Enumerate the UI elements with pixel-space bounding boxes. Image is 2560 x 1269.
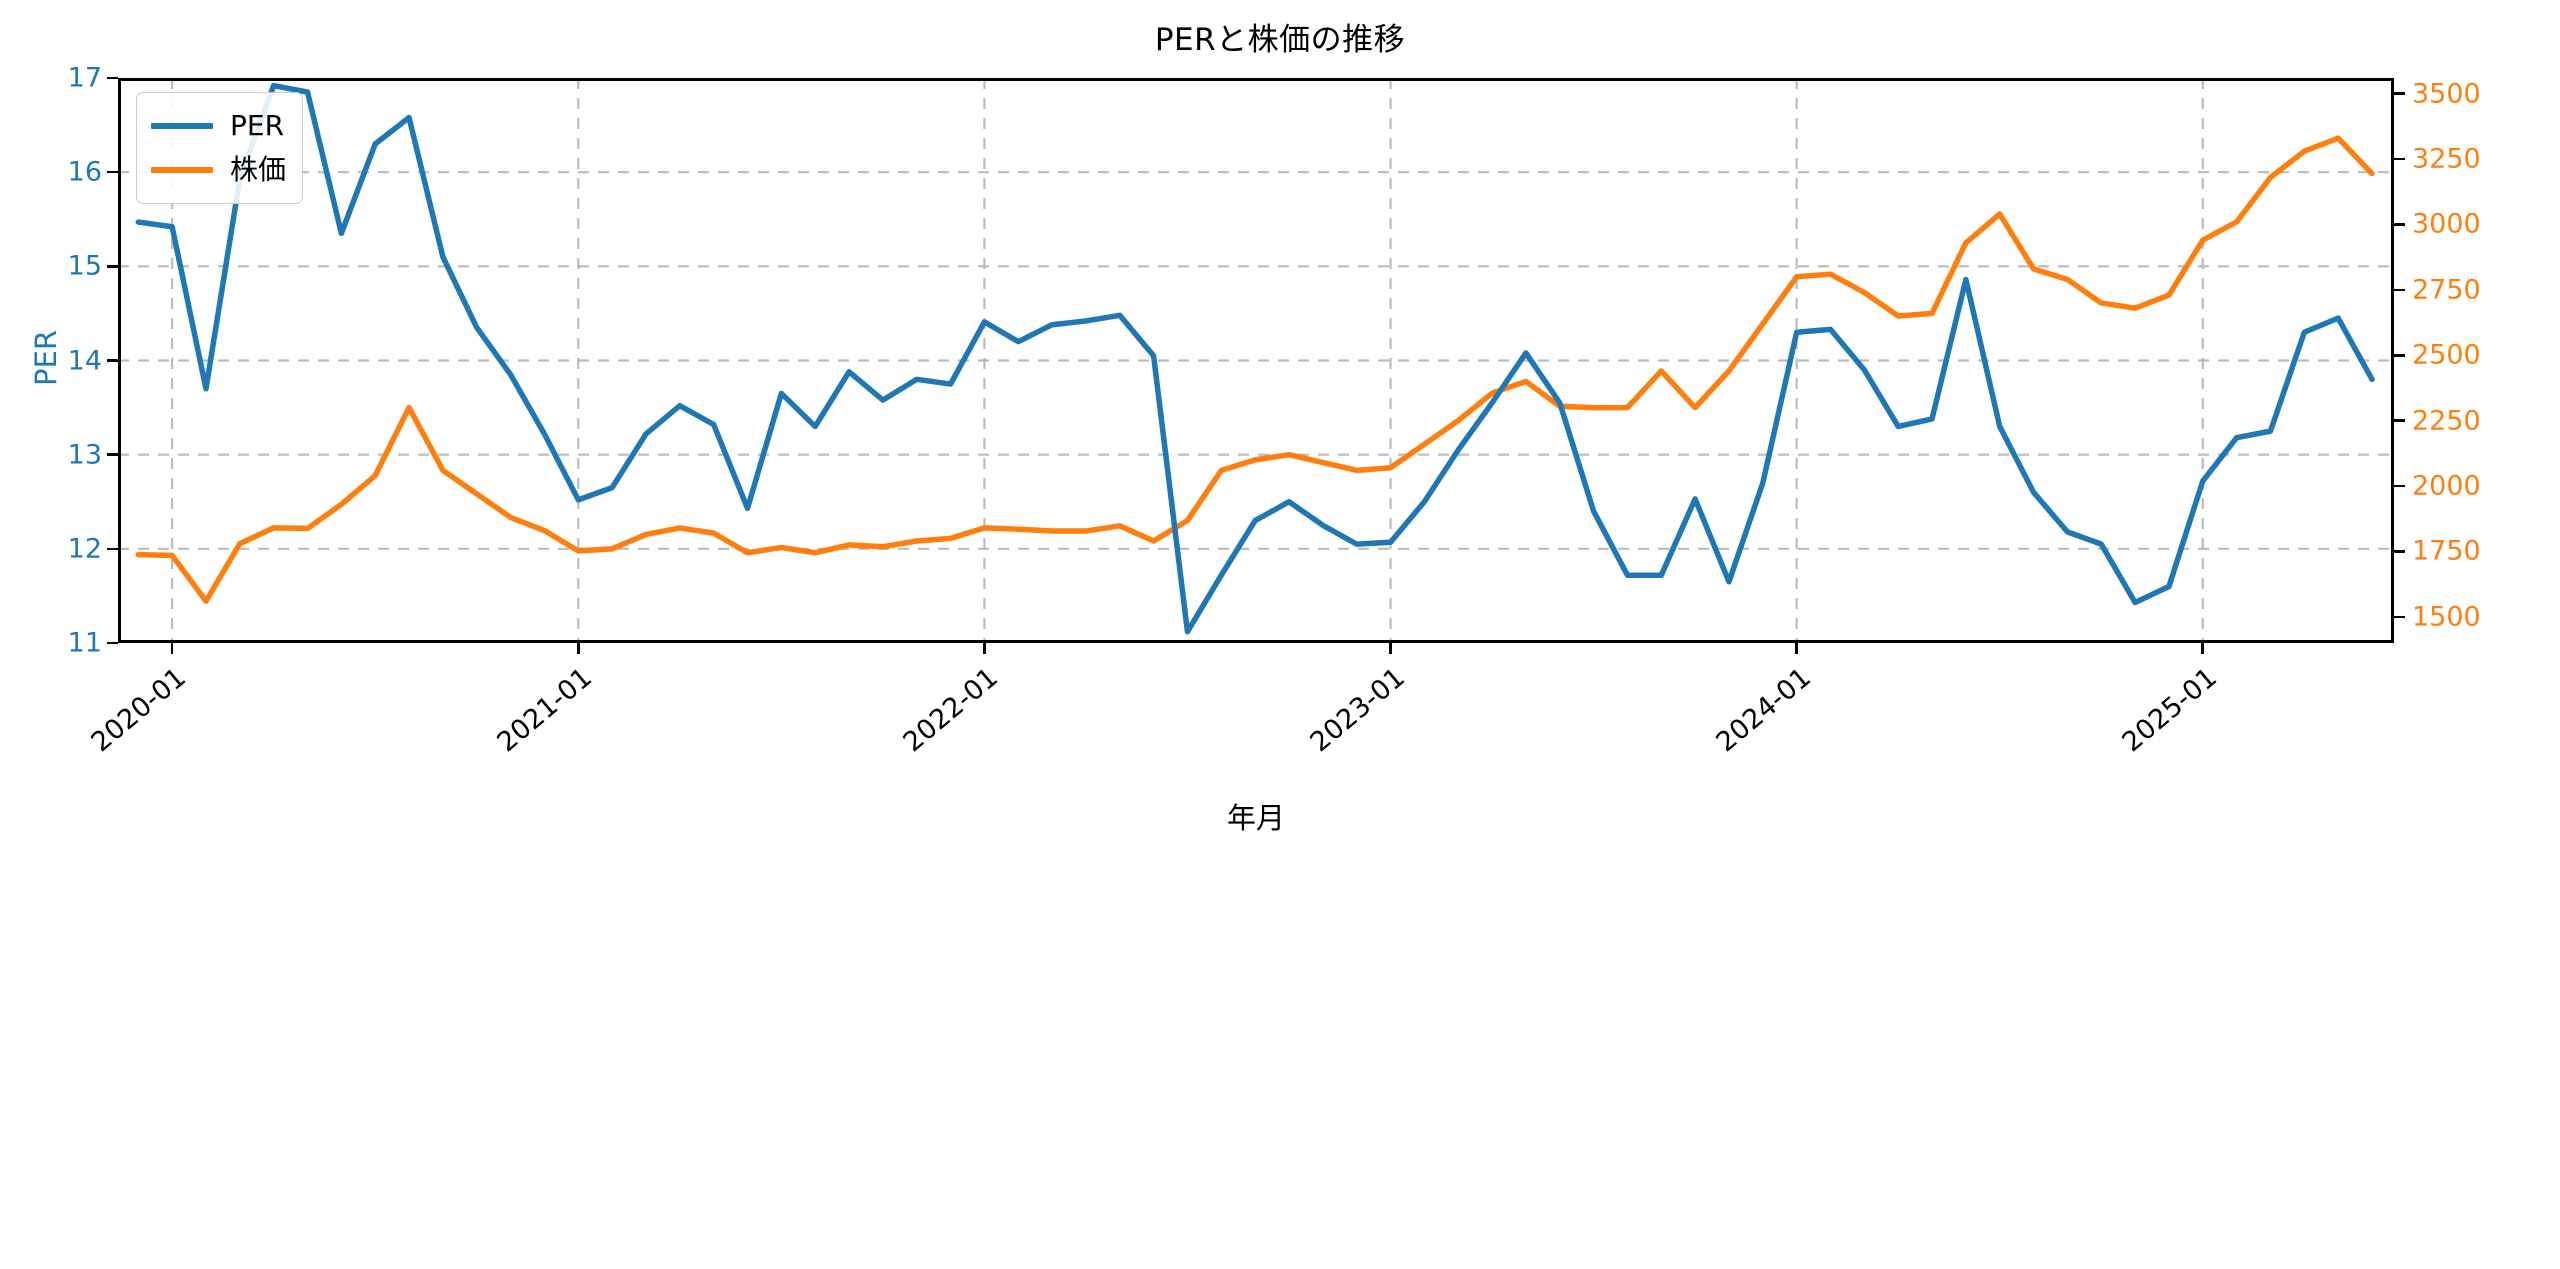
- y-tick-label-right: 2750: [2412, 274, 2481, 306]
- x-tick-label: 2023-01: [1304, 662, 1411, 759]
- legend-swatch-per: [151, 123, 213, 129]
- x-axis-label: 年月: [1226, 801, 1285, 835]
- x-tick-mark: [576, 643, 580, 654]
- x-tick-label: 2025-01: [2116, 662, 2223, 759]
- x-tick-mark: [2201, 643, 2205, 654]
- y-tick-label-right: 1750: [2412, 535, 2481, 567]
- axis-spine-right: [2391, 78, 2394, 643]
- y-tick-label-left: 16: [67, 156, 102, 188]
- y-tick-label-left: 15: [67, 250, 102, 282]
- x-tick-mark: [1389, 643, 1392, 654]
- y-tick-mark-left: [107, 76, 118, 80]
- y-tick-mark-right: [2394, 157, 2405, 161]
- y-tick-mark-left: [107, 453, 118, 456]
- y-tick-mark-right: [2394, 353, 2405, 357]
- axis-spine-bottom: [118, 640, 2394, 643]
- axis-spine-top: [118, 78, 2394, 81]
- y-tick-label-left: 14: [67, 345, 102, 376]
- y-tick-label-left: 17: [67, 62, 102, 94]
- legend-item-stock[interactable]: 株価: [151, 148, 286, 192]
- x-tick-label: 2020-01: [85, 662, 193, 759]
- y-tick-mark-right: [2394, 223, 2405, 226]
- y-tick-mark-left: [107, 641, 118, 645]
- y-tick-mark-left: [107, 359, 118, 362]
- axis-spine-left: [118, 78, 121, 643]
- y-tick-mark-right: [2394, 615, 2405, 619]
- axes-frame: [118, 78, 2394, 643]
- y-tick-label-right: 3250: [2412, 143, 2481, 175]
- legend-label-per: PER: [230, 109, 285, 142]
- legend-item-per[interactable]: PER: [151, 104, 286, 148]
- x-tick-label: 2021-01: [491, 662, 599, 759]
- x-tick-label: 2024-01: [1710, 662, 1817, 759]
- y-tick-label-left: 13: [67, 439, 102, 471]
- y-tick-mark-left: [107, 170, 118, 174]
- chart-legend: PER 株価: [136, 92, 304, 204]
- y-tick-label-right: 2500: [2412, 339, 2481, 371]
- y-tick-mark-right: [2394, 550, 2405, 553]
- plot-area: [118, 78, 2394, 643]
- y-tick-mark-right: [2394, 288, 2405, 292]
- y-tick-label-right: 2250: [2412, 405, 2481, 437]
- y-tick-label-right: 3500: [2412, 78, 2481, 110]
- y-tick-label-left: 12: [67, 533, 102, 565]
- x-tick-mark: [1795, 643, 1798, 654]
- plot-canvas: [118, 78, 2394, 643]
- y-tick-mark-left: [107, 265, 118, 268]
- legend-label-stock: 株価: [230, 153, 287, 186]
- y-tick-label-right: 1500: [2412, 601, 2481, 633]
- x-tick-mark: [170, 643, 174, 654]
- legend-swatch-stock: [151, 167, 213, 173]
- y-tick-label-right: 3000: [2412, 208, 2481, 240]
- y-tick-mark-right: [2394, 484, 2405, 488]
- y-tick-label-right: 2000: [2412, 470, 2481, 502]
- x-tick-label: 2022-01: [897, 662, 1005, 759]
- x-tick-mark: [983, 643, 986, 654]
- y-tick-mark-right: [2394, 92, 2405, 95]
- y-tick-mark-left: [107, 547, 118, 551]
- chart-title: PERと株価の推移: [1154, 22, 1406, 58]
- y-tick-mark-right: [2394, 419, 2405, 422]
- y-axis-label-left: PER: [29, 329, 63, 386]
- y-tick-label-left: 11: [67, 627, 102, 659]
